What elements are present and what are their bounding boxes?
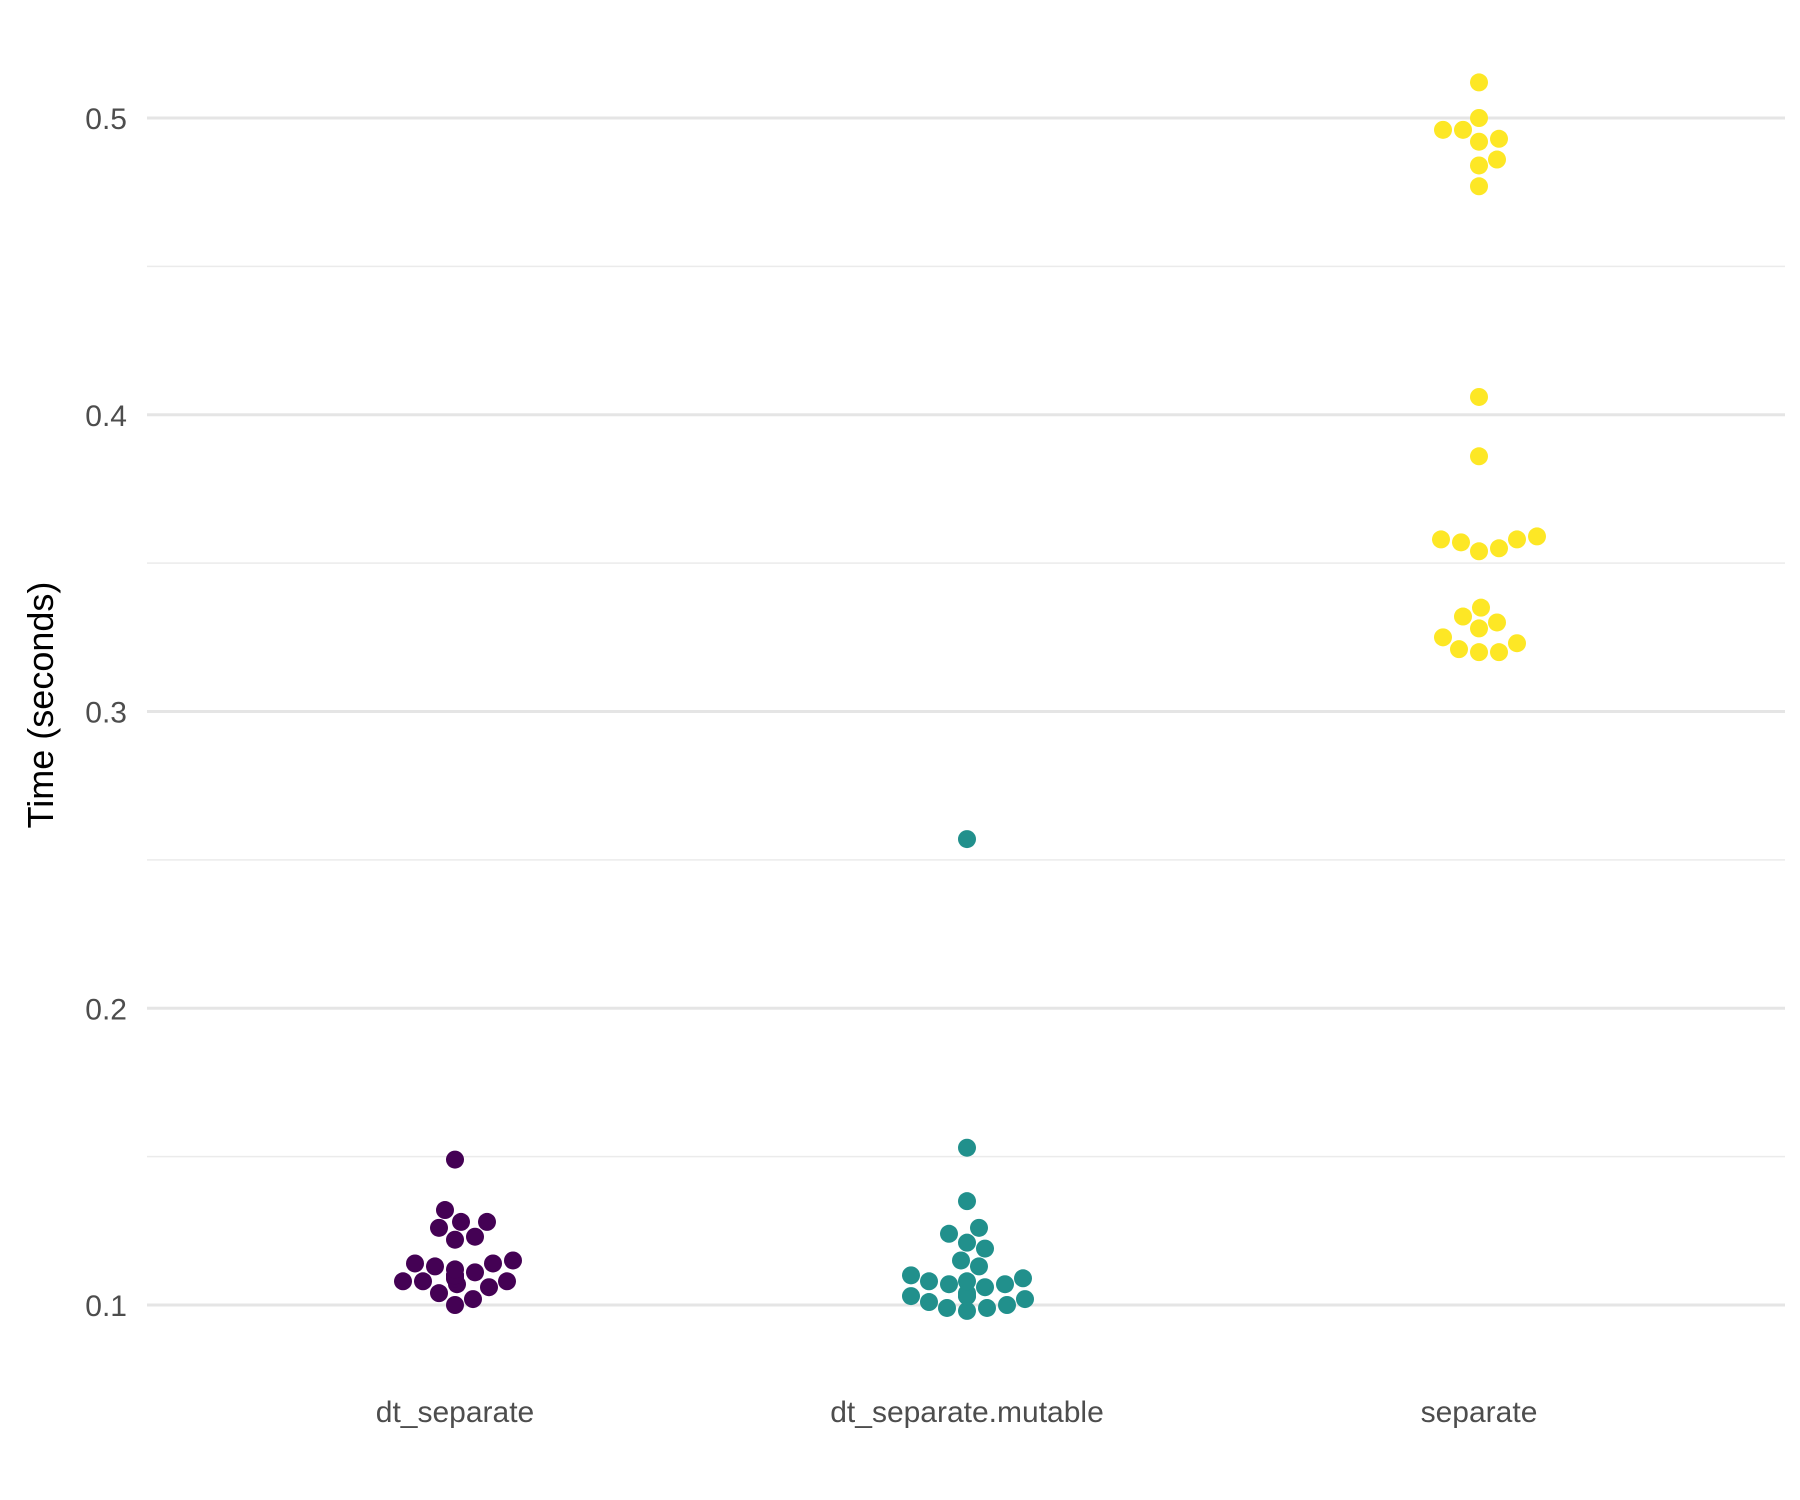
data-point: [1490, 643, 1508, 662]
data-point: [406, 1254, 424, 1273]
data-point: [1016, 1290, 1034, 1309]
data-point: [1470, 387, 1488, 406]
data-point: [920, 1272, 938, 1291]
data-point: [902, 1287, 920, 1306]
data-point: [430, 1218, 448, 1237]
data-point: [940, 1275, 958, 1294]
data-point: [446, 1150, 464, 1169]
data-point: [1454, 120, 1472, 139]
y-tick-label: 0.4: [85, 400, 127, 433]
data-point: [958, 1233, 976, 1252]
data-point: [1472, 598, 1490, 617]
data-points: [394, 73, 1546, 1320]
data-point: [394, 1272, 412, 1291]
data-point: [1470, 132, 1488, 151]
data-point: [1528, 527, 1546, 546]
data-point: [940, 1224, 958, 1243]
data-point: [446, 1230, 464, 1249]
data-point: [958, 830, 976, 849]
x-axis-ticks: dt_separate dt_separate.mutable separate: [376, 1396, 1538, 1429]
data-point: [1452, 533, 1470, 552]
y-tick-label: 0.1: [85, 1290, 127, 1323]
data-point: [1470, 177, 1488, 196]
data-point: [958, 1138, 976, 1157]
data-point: [1434, 120, 1452, 139]
y-tick-label: 0.2: [85, 993, 127, 1026]
data-point: [1490, 129, 1508, 148]
data-point: [452, 1212, 470, 1231]
data-point: [484, 1254, 502, 1273]
data-point: [466, 1227, 484, 1246]
data-point: [902, 1266, 920, 1285]
data-point: [504, 1251, 522, 1270]
data-point: [1490, 539, 1508, 558]
data-point: [1488, 613, 1506, 632]
data-point: [1488, 150, 1506, 169]
x-tick-label: dt_separate.mutable: [830, 1396, 1104, 1429]
data-point: [1470, 447, 1488, 466]
data-point: [978, 1298, 996, 1317]
data-point: [970, 1257, 988, 1276]
y-axis-title: Time (seconds): [20, 582, 61, 829]
data-point: [958, 1301, 976, 1320]
data-point: [446, 1260, 464, 1279]
data-point: [1470, 109, 1488, 127]
data-point: [498, 1272, 516, 1291]
data-point: [1432, 530, 1450, 549]
data-point: [970, 1218, 988, 1237]
data-point: [464, 1290, 482, 1309]
data-point: [1470, 156, 1488, 175]
data-point: [1470, 542, 1488, 561]
data-point: [958, 1272, 976, 1291]
data-point: [1434, 628, 1452, 647]
data-point: [478, 1212, 496, 1231]
data-point: [1470, 643, 1488, 662]
x-tick-label: dt_separate: [376, 1396, 534, 1429]
data-point: [958, 1192, 976, 1211]
x-tick-label: separate: [1421, 1396, 1538, 1429]
data-point: [1450, 640, 1468, 659]
y-tick-label: 0.3: [85, 697, 127, 730]
data-point: [996, 1275, 1014, 1294]
data-point: [952, 1251, 970, 1270]
data-point: [920, 1293, 938, 1312]
data-point: [1014, 1269, 1032, 1288]
data-point: [426, 1257, 444, 1276]
data-point: [480, 1278, 498, 1297]
data-point: [976, 1239, 994, 1258]
data-point: [466, 1263, 484, 1282]
data-point: [1508, 634, 1526, 653]
data-point: [1454, 607, 1472, 626]
data-point: [414, 1272, 432, 1291]
data-point: [1470, 73, 1488, 92]
data-point: [1508, 530, 1526, 549]
data-point: [430, 1284, 448, 1303]
data-point: [938, 1298, 956, 1317]
data-point: [446, 1296, 464, 1314]
y-axis-ticks: 0.1 0.2 0.3 0.4 0.5: [85, 103, 127, 1323]
data-point: [998, 1296, 1016, 1314]
data-point: [436, 1201, 454, 1220]
data-point: [1470, 619, 1488, 638]
y-tick-label: 0.5: [85, 103, 127, 136]
data-point: [976, 1278, 994, 1297]
grid-lines: [147, 116, 1785, 1307]
